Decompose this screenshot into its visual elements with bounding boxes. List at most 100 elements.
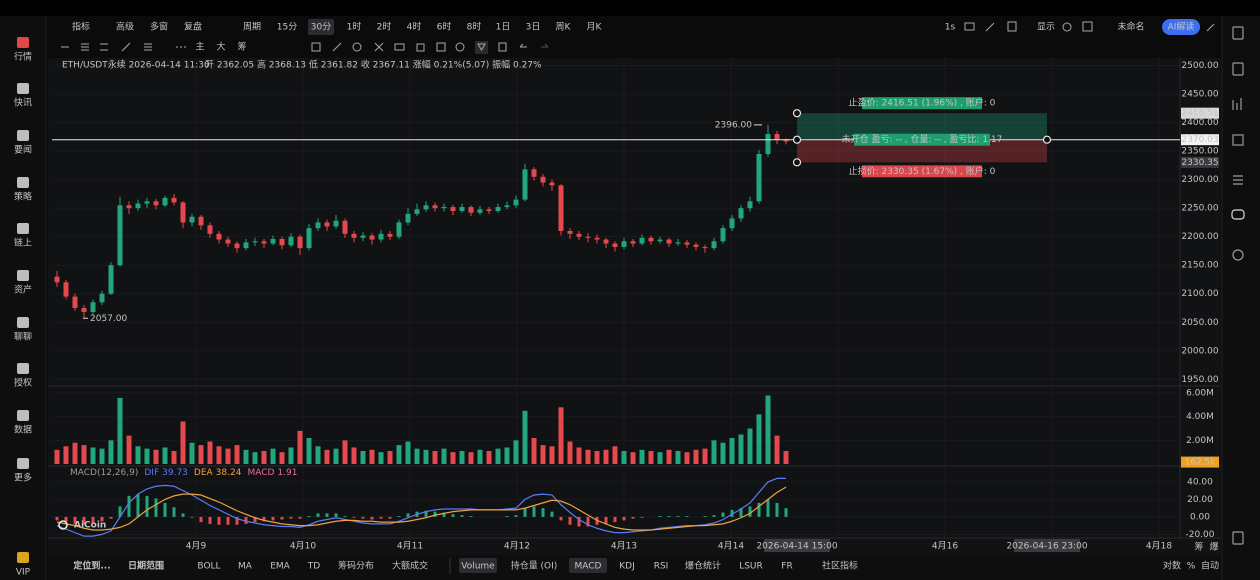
drawing-tool[interactable]: 筹 <box>237 41 246 53</box>
scale-button[interactable]: % <box>1187 562 1196 572</box>
tool-icon[interactable] <box>352 42 362 52</box>
position-handle[interactable] <box>792 135 802 144</box>
sidebar-icon[interactable] <box>17 130 29 141</box>
bottom-button[interactable]: EMA <box>270 562 290 572</box>
axis-toggle[interactable]: 筹 <box>1194 541 1203 553</box>
toolbar-button[interactable]: 多窗 <box>150 21 168 33</box>
indicator-button[interactable]: LSUR <box>739 562 763 572</box>
toolbar-right-button[interactable]: 未命名 <box>1117 21 1144 33</box>
position-handle[interactable] <box>1042 135 1052 144</box>
tool-icon[interactable] <box>455 42 465 52</box>
interval-button[interactable]: 1时 <box>347 21 362 33</box>
interval-button[interactable]: 3日 <box>526 22 541 33</box>
sidebar-label[interactable]: 聊聊 <box>14 331 32 343</box>
indicator-button[interactable]: 持仓量 (OI) <box>511 560 558 572</box>
indicator-button[interactable]: 爆仓统计 <box>685 560 721 572</box>
interval-button[interactable]: 8时 <box>467 21 482 33</box>
sidebar-icon[interactable] <box>17 83 29 94</box>
interval-button[interactable]: 30分 <box>311 22 331 33</box>
bottom-button[interactable]: 筹码分布 <box>338 560 374 572</box>
indicator-button[interactable]: KDJ <box>619 562 635 572</box>
sidebar-icon[interactable] <box>17 270 29 281</box>
toolbar-button[interactable]: 高级 <box>116 21 134 33</box>
drawing-tool[interactable]: 大 <box>216 41 225 53</box>
icon[interactable] <box>1233 175 1243 185</box>
indicator-button[interactable]: FR <box>781 562 792 572</box>
interval-button[interactable]: 2时 <box>377 21 392 33</box>
sidebar-icon[interactable] <box>17 458 29 469</box>
icon[interactable] <box>1232 531 1244 545</box>
icon[interactable] <box>1206 23 1215 32</box>
interval-button[interactable]: 1日 <box>496 22 511 33</box>
tool-icon[interactable] <box>519 43 527 48</box>
icon[interactable] <box>964 22 975 31</box>
sidebar-label[interactable]: 快讯 <box>14 97 32 109</box>
drawing-tool[interactable]: 主 <box>195 41 204 53</box>
bottom-button[interactable]: MA <box>238 562 253 572</box>
position-handle[interactable] <box>792 158 802 167</box>
sidebar-label[interactable]: 数据 <box>14 424 32 436</box>
sidebar-label[interactable]: 链上 <box>14 237 32 249</box>
icon[interactable] <box>1232 62 1244 76</box>
tool-icon[interactable] <box>436 42 446 52</box>
tool-icon[interactable] <box>394 43 405 51</box>
sidebar-label[interactable]: 行情 <box>14 51 32 63</box>
indicator-button[interactable]: RSI <box>654 562 669 572</box>
icon[interactable] <box>1082 21 1093 32</box>
interval-button[interactable]: 6时 <box>437 21 452 33</box>
icon[interactable] <box>1232 134 1244 146</box>
sidebar-label[interactable]: 更多 <box>14 472 32 484</box>
icon[interactable] <box>1232 98 1242 110</box>
tool-icon[interactable] <box>144 43 152 51</box>
tool-icon[interactable] <box>100 43 108 51</box>
axis-toggle[interactable]: 爆 <box>1209 541 1218 553</box>
interval-button[interactable]: 15分 <box>277 22 297 33</box>
sidebar-icon[interactable] <box>17 37 29 48</box>
sidebar-icon[interactable] <box>17 177 29 188</box>
scale-button[interactable]: 自动 <box>1201 560 1219 572</box>
toolbar-right-button[interactable]: 显示 <box>1037 22 1055 33</box>
tool-icon[interactable] <box>477 43 486 51</box>
interval-button[interactable]: 周K <box>556 22 572 33</box>
icon[interactable] <box>1232 249 1244 261</box>
sidebar-label[interactable]: VIP <box>16 568 31 578</box>
position-handle[interactable] <box>792 109 802 118</box>
sidebar-icon[interactable] <box>17 552 29 563</box>
indicator-button[interactable]: MACD <box>575 562 602 572</box>
indicator-button[interactable]: 社区指标 <box>822 560 858 572</box>
icon[interactable] <box>1062 22 1072 32</box>
sidebar-label[interactable]: 策略 <box>14 191 32 203</box>
interval-button[interactable]: 4时 <box>407 21 422 33</box>
interval-button[interactable]: 月K <box>587 22 603 33</box>
indicator-button[interactable]: Volume <box>461 562 495 572</box>
icon[interactable] <box>985 22 995 32</box>
bottom-button[interactable]: 定位到... <box>72 560 110 572</box>
sidebar-label[interactable]: 资产 <box>14 284 32 296</box>
sidebar-label[interactable]: 要闻 <box>14 145 32 156</box>
tool-icon[interactable] <box>332 42 342 52</box>
bottom-button[interactable]: BOLL <box>197 562 220 572</box>
toolbar-button[interactable]: 周期 <box>243 22 261 33</box>
sidebar-icon[interactable] <box>17 363 29 374</box>
bottom-button[interactable]: 日期范围 <box>128 560 164 572</box>
tool-icon[interactable] <box>416 43 425 52</box>
sidebar-icon[interactable] <box>17 223 29 234</box>
tool-icon[interactable] <box>121 42 131 52</box>
sidebar-icon[interactable] <box>17 410 29 421</box>
sidebar-icon[interactable] <box>17 317 29 328</box>
scale-button[interactable]: 对数 <box>1163 560 1181 572</box>
bottom-button[interactable]: 大额成交 <box>392 560 428 572</box>
toolbar-right-button[interactable]: AI解读 <box>1168 21 1195 33</box>
toolbar-button[interactable]: 复盘 <box>184 21 202 33</box>
sidebar-label[interactable]: 授权 <box>14 377 32 389</box>
icon[interactable] <box>1007 21 1017 32</box>
icon[interactable] <box>1232 26 1244 40</box>
tool-icon[interactable] <box>311 42 321 52</box>
tool-icon[interactable] <box>374 42 384 52</box>
tool-icon-active[interactable] <box>475 41 488 54</box>
tool-icon[interactable] <box>498 42 507 52</box>
tool-icon[interactable] <box>81 43 89 51</box>
toolbar-right-button[interactable]: 1s <box>945 23 956 33</box>
bottom-button[interactable]: TD <box>307 562 320 572</box>
toolbar-button[interactable]: 指标 <box>72 21 90 33</box>
